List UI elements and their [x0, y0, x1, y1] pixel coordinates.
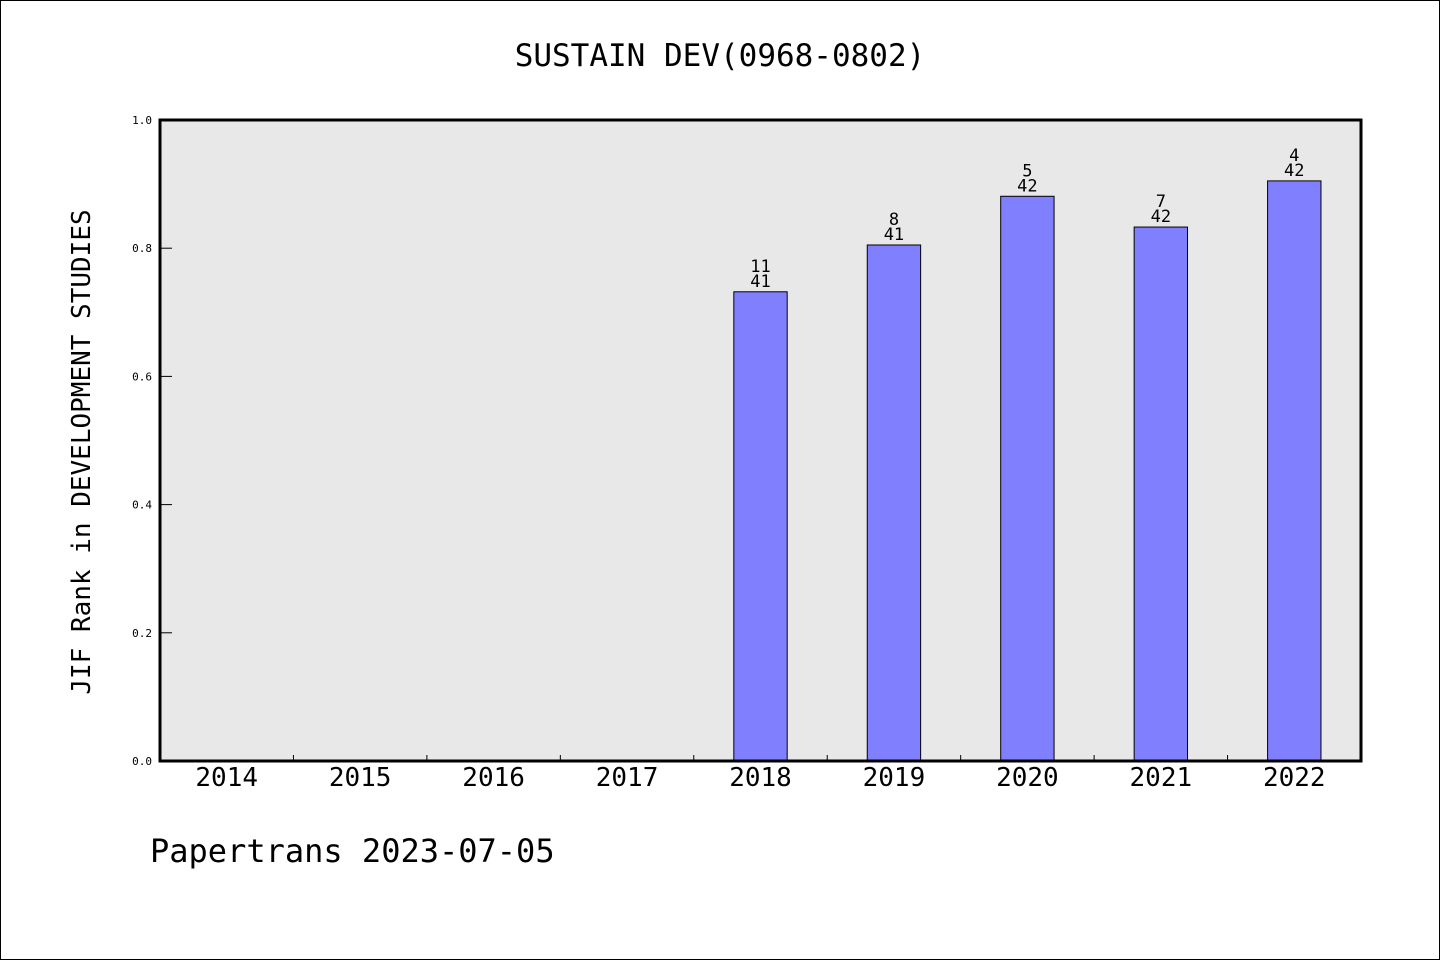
- bar-2019: [866, 244, 922, 762]
- bar-total-label: 42: [1017, 176, 1037, 196]
- x-axis: 2014 2015 2016 2017 2018 2019 2020 2021 2022: [195, 755, 1326, 793]
- y-tick-label: 0.0: [132, 755, 152, 768]
- bar-2022: [1267, 180, 1322, 762]
- bar-total-label: 42: [1151, 207, 1171, 227]
- y-axis: 0.0 0.2 0.4 0.6 0.8 1.0: [132, 114, 172, 768]
- bar-total-label: 42: [1284, 161, 1304, 181]
- y-axis-label: JIF Rank in DEVELOPMENT STUDIES: [67, 209, 97, 694]
- y-tick-label: 0.4: [132, 499, 152, 512]
- x-tick-label: 2022: [1263, 763, 1326, 793]
- bar-total-label: 41: [750, 272, 770, 292]
- x-tick-label: 2019: [863, 763, 926, 793]
- x-tick-label: 2018: [729, 763, 792, 793]
- x-tick-label: 2016: [462, 763, 525, 793]
- y-tick-label: 0.6: [132, 370, 152, 383]
- bar-rank-label: 4: [1289, 146, 1299, 166]
- bar-rank-label: 11: [750, 257, 770, 277]
- bar-rank-label: 5: [1022, 161, 1032, 181]
- bar-rank-label: 8: [889, 210, 899, 230]
- footer-text: Papertrans 2023-07-05: [150, 832, 555, 870]
- bar-2020: [1000, 195, 1055, 762]
- bar-2018: [733, 291, 788, 762]
- x-tick-label: 2020: [996, 763, 1059, 793]
- plot-border: [158, 118, 1363, 763]
- bar-rank-label: 7: [1156, 192, 1166, 212]
- bar-total-label: 41: [884, 225, 904, 245]
- y-tick-label: 0.8: [132, 242, 152, 255]
- chart-title: SUSTAIN DEV(0968-0802): [515, 38, 926, 74]
- x-tick-label: 2021: [1130, 763, 1193, 793]
- x-tick-label: 2017: [596, 763, 659, 793]
- y-tick-label: 1.0: [132, 114, 152, 127]
- x-tick-label: 2015: [329, 763, 392, 793]
- y-tick-label: 0.2: [132, 627, 152, 640]
- x-tick-label: 2014: [195, 763, 258, 793]
- bar-2021: [1133, 226, 1189, 762]
